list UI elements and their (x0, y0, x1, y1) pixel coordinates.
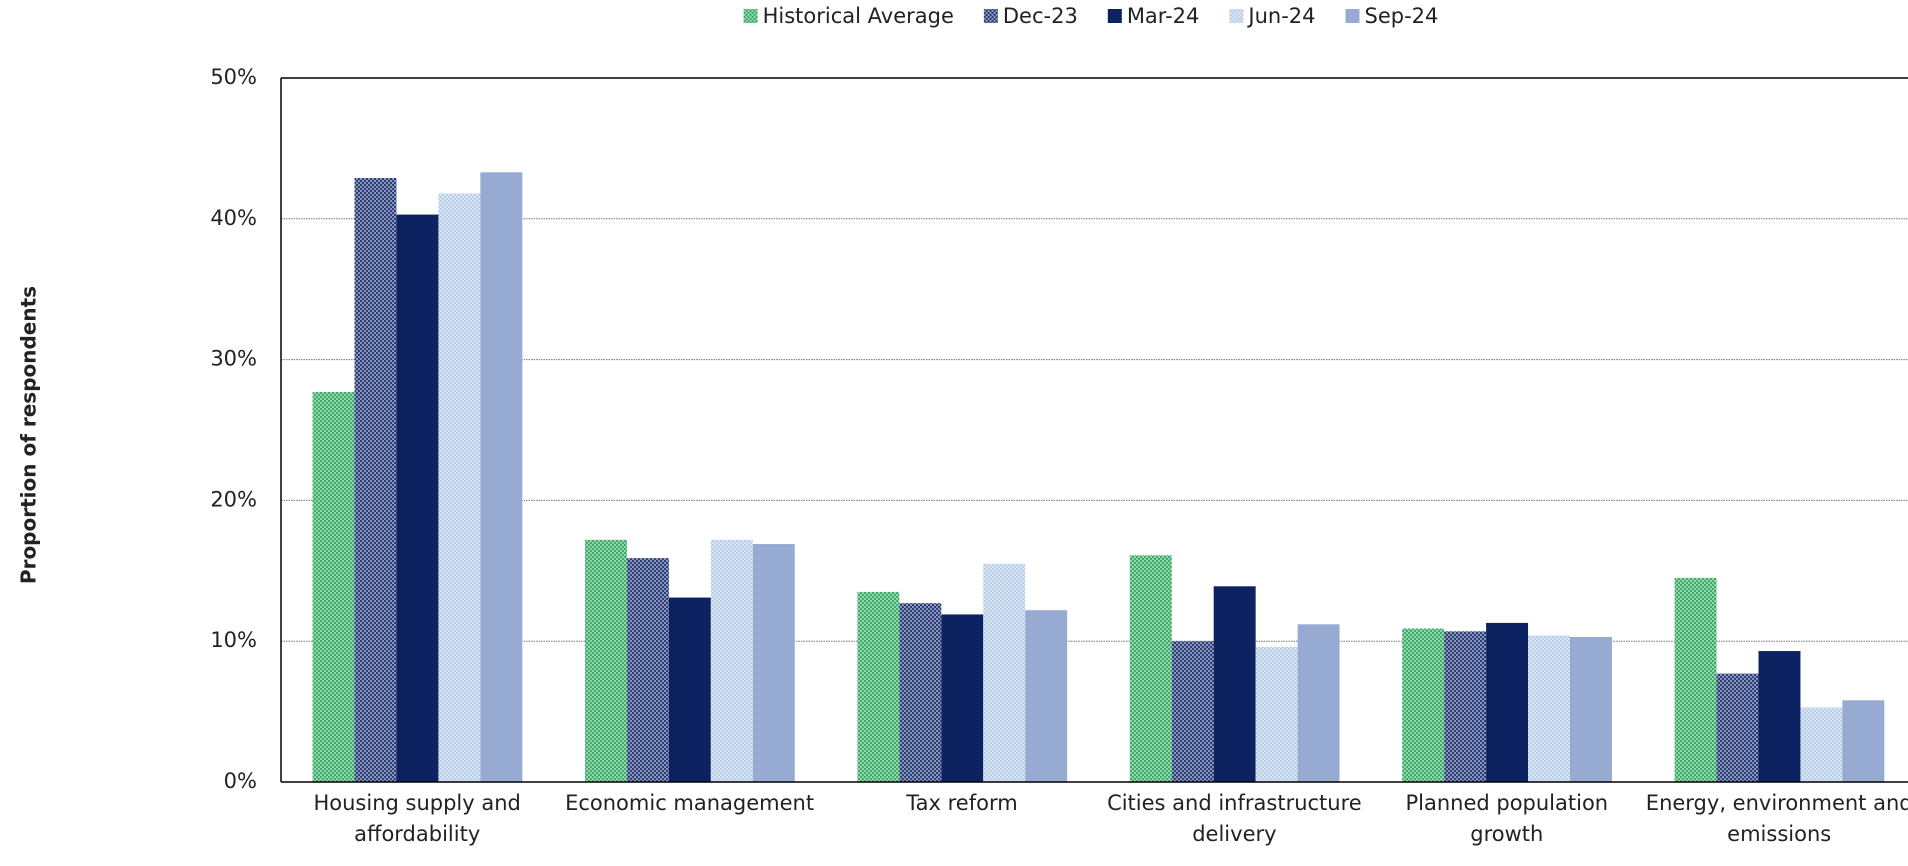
legend-label: Jun-24 (1246, 4, 1315, 28)
bar (480, 172, 523, 782)
bar (1171, 641, 1214, 782)
bar (1444, 631, 1487, 782)
bar (354, 177, 397, 782)
bar (626, 558, 669, 782)
legend-swatch (743, 9, 758, 23)
bar (1528, 635, 1570, 782)
bar (710, 539, 753, 782)
x-tick-label: Tax reform (906, 791, 1018, 815)
bar (1758, 651, 1801, 782)
x-tick-label: Energy, environment and emissions (1645, 791, 1908, 846)
x-tick-label: Planned population growth (1405, 791, 1609, 846)
bar (1213, 586, 1256, 782)
legend-label: Historical Average (763, 4, 954, 28)
legend-label: Dec-23 (1003, 4, 1078, 28)
bar (857, 591, 900, 782)
x-tick-label: Cities and infrastructure delivery (1107, 791, 1362, 846)
y-axis-label: Proportion of respondents (17, 286, 41, 584)
y-tick-label: 10% (210, 628, 257, 652)
bar (1297, 624, 1340, 782)
bar (312, 391, 355, 782)
y-tick-label: 50% (210, 65, 257, 89)
y-tick-label: 30% (210, 347, 257, 371)
bar (1402, 628, 1445, 782)
bar (584, 539, 627, 782)
bar (1674, 577, 1717, 782)
y-tick-label: 40% (210, 206, 257, 230)
bar (1025, 610, 1068, 782)
bar (941, 614, 984, 782)
bar (1800, 707, 1843, 782)
y-tick-label: 20% (210, 487, 257, 511)
bar (438, 193, 481, 782)
bar (668, 597, 711, 782)
bar (1129, 555, 1172, 782)
bar (752, 544, 795, 782)
x-tick-label: Economic management (565, 791, 815, 815)
bar (983, 563, 1026, 782)
legend-swatch (1107, 9, 1122, 23)
bar (899, 603, 942, 782)
legend-label: Sep-24 (1365, 4, 1439, 28)
x-tick-label: Housing supply and affordability (313, 791, 521, 846)
legend-swatch (1229, 9, 1244, 23)
bar (1716, 673, 1759, 782)
bar (1569, 636, 1612, 782)
y-tick-label: 0% (224, 769, 257, 793)
legend-swatch (983, 9, 998, 23)
bar (1486, 622, 1529, 782)
bar (1255, 646, 1298, 782)
legend-swatch (1345, 9, 1360, 23)
legend: Historical Average Dec-23 Mar-24 Jun-24 Sep-… (743, 4, 1439, 28)
legend-label: Mar-24 (1127, 4, 1200, 28)
bar (1842, 700, 1885, 782)
bar (396, 214, 439, 783)
